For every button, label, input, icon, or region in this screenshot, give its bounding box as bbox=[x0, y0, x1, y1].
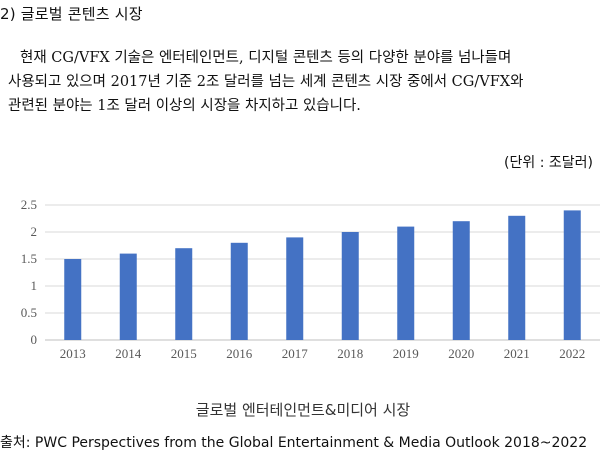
bar bbox=[175, 248, 193, 340]
paragraph-line-2: 사용되고 있으며 2017년 기준 2조 달러를 넘는 세계 콘텐츠 시장 중에… bbox=[8, 74, 524, 90]
y-tick-label: 1.5 bbox=[21, 251, 37, 266]
bar bbox=[119, 253, 137, 340]
body-paragraph: 현재 CG/VFX 기술은 엔터테인먼트, 디지털 콘텐츠 등의 다양한 분야를… bbox=[8, 46, 606, 118]
x-tick-label: 2019 bbox=[393, 346, 419, 361]
y-tick-label: 1 bbox=[31, 278, 38, 293]
x-tick-label: 2014 bbox=[115, 346, 142, 361]
bar bbox=[230, 242, 248, 340]
y-tick-label: 2 bbox=[31, 224, 38, 239]
paragraph-line-1: 현재 CG/VFX 기술은 엔터테인먼트, 디지털 콘텐츠 등의 다양한 분야를… bbox=[20, 50, 512, 66]
x-tick-label: 2022 bbox=[559, 346, 585, 361]
section-heading: 2) 글로벌 콘텐츠 시장 bbox=[0, 5, 143, 23]
bar bbox=[452, 221, 470, 340]
x-tick-label: 2020 bbox=[448, 346, 474, 361]
chart-caption: 글로벌 엔터테인먼트&미디어 시장 bbox=[195, 401, 411, 419]
paragraph-line-3: 관련된 분야는 1조 달러 이상의 시장을 차지하고 있습니다. bbox=[8, 98, 361, 114]
y-tick-label: 0.5 bbox=[21, 305, 37, 320]
bar-chart: 0 0.5 1 1.5 2 2.5 2013 2014 2015 2016 2017 2018 2019… bbox=[21, 197, 600, 361]
bar bbox=[286, 237, 304, 340]
x-tick-label: 2016 bbox=[226, 346, 253, 361]
x-tick-label: 2015 bbox=[171, 346, 197, 361]
bar bbox=[341, 232, 359, 340]
y-tick-label: 2.5 bbox=[21, 197, 37, 212]
x-tick-label: 2021 bbox=[504, 346, 530, 361]
y-tick-label: 0 bbox=[31, 332, 38, 347]
x-tick-label: 2013 bbox=[60, 346, 86, 361]
unit-label: (단위 : 조달러) bbox=[504, 155, 593, 171]
x-tick-label: 2018 bbox=[337, 346, 363, 361]
x-tick-label: 2017 bbox=[282, 346, 309, 361]
source-note: 출처: PWC Perspectives from the Global Ent… bbox=[0, 435, 588, 451]
bar bbox=[563, 210, 581, 340]
bar bbox=[508, 215, 526, 340]
bar bbox=[64, 259, 82, 340]
bar bbox=[397, 226, 415, 340]
